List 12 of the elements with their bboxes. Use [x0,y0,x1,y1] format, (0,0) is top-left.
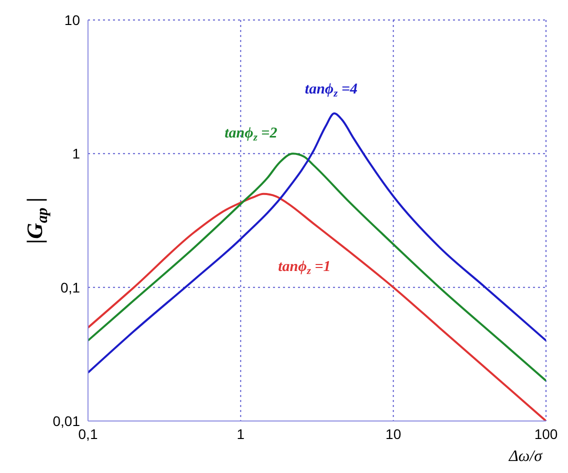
x-tick-label: 100 [534,426,558,442]
series-label: tanϕ$_{z}$ =2 [224,126,278,144]
x-tick-label: 1 [236,426,245,442]
x-axis-title: Δω/σ [508,448,544,465]
y-tick-label: 0,01 [52,412,80,429]
y-tick-label: 0,1 [60,279,80,296]
x-tick-label: 10 [386,426,402,442]
series-label: tanϕ$_{z}$ =4 [304,81,358,100]
y-tick-label: 10 [64,12,80,28]
x-tick-label: 0,1 [78,426,98,442]
y-tick-label: 1 [72,146,80,162]
series-label: tanϕ$_{z}$ =1 [278,258,331,278]
